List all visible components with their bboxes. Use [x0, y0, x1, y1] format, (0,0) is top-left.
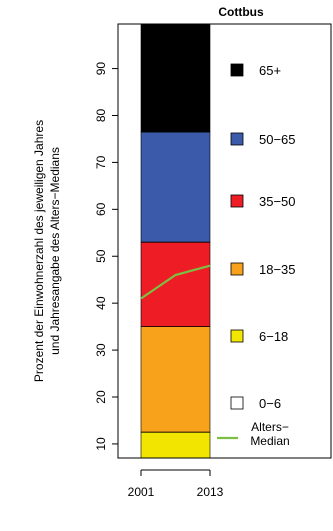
legend-label-50−65: 50−65 [259, 132, 296, 147]
y-tick-label-20: 20 [94, 390, 108, 404]
legend-swatch-6−18 [230, 329, 244, 343]
legend-swatch-65+ [230, 63, 244, 77]
y-axis-label-line-2: und Jahresangabe des Alters−Medians [48, 147, 62, 355]
plot-area [117, 23, 332, 459]
y-tick-label-50: 50 [94, 249, 108, 263]
band-65+ [140, 24, 211, 133]
plot-frame [117, 23, 332, 459]
band-50−65 [140, 131, 211, 243]
y-tick-label-70: 70 [94, 155, 108, 169]
y-axis-label: Prozent der Einwohnerzahl des jeweiligen… [32, 120, 62, 382]
chart-title: Cottbus [218, 5, 264, 19]
y-axis-label-line-1: Prozent der Einwohnerzahl des jeweiligen… [32, 120, 46, 382]
y-tick-label-90: 90 [94, 62, 108, 76]
band-6−18 [140, 431, 211, 458]
legend: 65+ 50−65 35−50 18−35 6−18 0−6 Alters−Median [217, 63, 296, 448]
median-line [140, 264, 211, 300]
legend-swatch-50−65 [230, 132, 244, 146]
legend-label-0−6: 0−6 [259, 396, 281, 411]
legend-label-65+: 65+ [259, 63, 281, 78]
band-35−50 [140, 241, 211, 327]
x-tick-label-2013: 2013 [197, 485, 224, 499]
band-18−35 [140, 326, 211, 433]
legend-median-label-2: Median [250, 434, 289, 448]
legend-label-6−18: 6−18 [259, 329, 288, 344]
y-tick-label-40: 40 [94, 296, 108, 310]
y-tick-label-30: 30 [94, 343, 108, 357]
legend-label-18−35: 18−35 [259, 262, 296, 277]
y-tick-label-60: 60 [94, 202, 108, 216]
legend-swatch-18−35 [230, 262, 244, 276]
x-axis: 2001 2013 [128, 469, 224, 499]
y-axis: 10 20 30 40 50 60 70 80 90 [94, 62, 118, 451]
legend-median-label-1: Alters− [251, 420, 289, 434]
y-tick-label-80: 80 [94, 108, 108, 122]
y-tick-label-10: 10 [94, 437, 108, 451]
legend-swatch-35−50 [230, 194, 244, 208]
legend-label-35−50: 35−50 [259, 194, 296, 209]
x-tick-label-2001: 2001 [128, 485, 155, 499]
legend-swatch-0−6 [230, 396, 244, 410]
